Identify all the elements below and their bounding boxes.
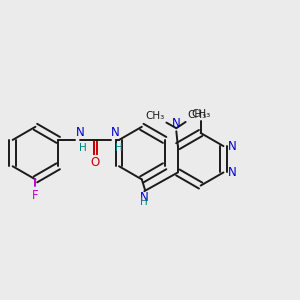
Text: N: N (111, 126, 120, 139)
Text: O: O (91, 156, 100, 169)
Text: H: H (115, 143, 122, 153)
Text: F: F (32, 189, 39, 202)
Text: N: N (172, 117, 181, 130)
Text: N: N (228, 140, 236, 153)
Text: N: N (228, 166, 236, 179)
Text: CH₃: CH₃ (146, 111, 165, 121)
Text: CH₃: CH₃ (191, 109, 210, 119)
Text: H: H (140, 197, 148, 207)
Text: H: H (79, 143, 87, 153)
Text: N: N (76, 126, 85, 139)
Text: N: N (140, 190, 149, 204)
Text: CH₃: CH₃ (187, 110, 206, 120)
